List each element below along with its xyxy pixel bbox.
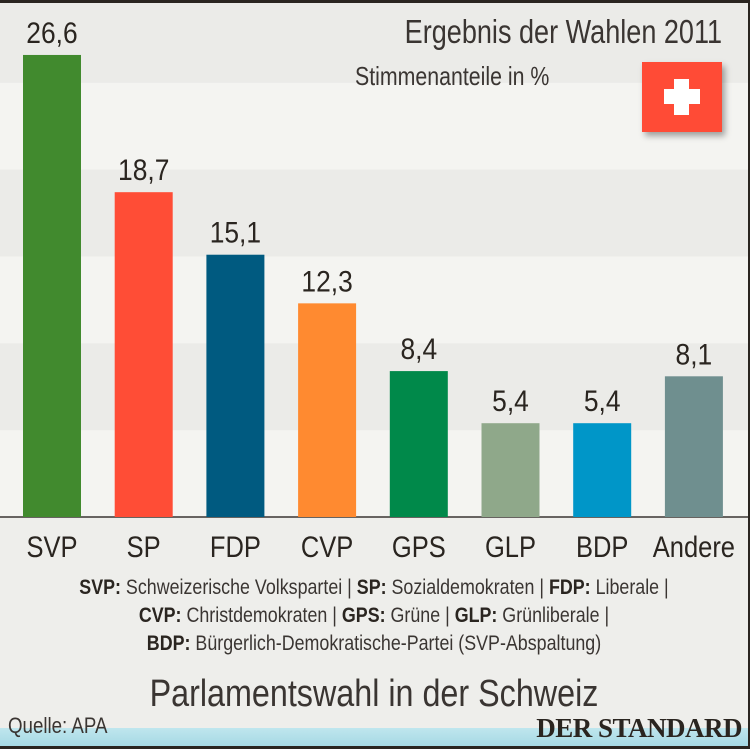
- legend-name: Grünliberale |: [502, 604, 610, 627]
- data-label: 18,7: [118, 153, 169, 187]
- legend-name: Sozialdemokraten |: [391, 576, 544, 599]
- grid-band: [0, 430, 748, 517]
- bar-gps: [389, 371, 448, 517]
- legend-name: Bürgerlich-Demokratische-Partei (SVP-Abs…: [195, 632, 602, 655]
- legend-name: Schweizerische Volkspartei |: [125, 576, 352, 599]
- chart-frame: 26,6 SVP 18,7 SP 15,1 FDP 12,3 CVP 8,4 GPS 5,4 GLP 5…: [0, 3, 748, 746]
- bar-cvp: [298, 303, 357, 517]
- publisher-logo: DER STANDARD: [536, 713, 742, 743]
- x-tick-label: GLP: [485, 530, 536, 563]
- bar-chart: 26,6 SVP 18,7 SP 15,1 FDP 12,3 CVP 8,4 GPS 5,4 GLP 5…: [0, 3, 748, 563]
- legend-abbr: CVP:: [138, 604, 182, 627]
- x-tick-label: SVP: [26, 530, 77, 563]
- legend-abbr: SVP:: [79, 576, 121, 599]
- legend-line: SVP: Schweizerische Volkspartei | SP: So…: [56, 574, 692, 602]
- data-label: 5,4: [492, 384, 529, 418]
- source-note: Quelle: APA: [8, 713, 108, 738]
- data-label: 5,4: [584, 384, 621, 418]
- x-tick-label: GPS: [392, 530, 446, 563]
- data-label: 26,6: [26, 15, 77, 49]
- x-tick-label: SP: [127, 530, 161, 563]
- bar-andere: [664, 376, 723, 517]
- footer-band: [0, 728, 748, 746]
- data-label: 8,1: [676, 337, 713, 371]
- grid-band: [0, 256, 748, 344]
- footer-title: Parlamentswahl in der Schweiz: [149, 673, 599, 715]
- bar-fdp: [206, 254, 265, 517]
- grid-band: [0, 169, 748, 257]
- legend-abbr: GPS:: [341, 604, 386, 627]
- legend-line: BDP: Bürgerlich-Demokratische-Partei (SV…: [56, 630, 692, 658]
- legend-abbr: GLP:: [454, 604, 498, 627]
- legend-name: Liberale |: [595, 576, 669, 599]
- x-tick-label: FDP: [210, 530, 261, 563]
- bar-svp: [23, 54, 81, 517]
- grid-band: [0, 82, 748, 170]
- data-label: 8,4: [400, 331, 437, 365]
- grid-band: [0, 3, 748, 83]
- party-legend: SVP: Schweizerische Volkspartei | SP: So…: [0, 574, 748, 658]
- data-label: 15,1: [210, 215, 261, 249]
- bar-glp: [481, 423, 540, 517]
- swiss-flag-icon: [642, 62, 722, 132]
- chart-title: Ergebnis der Wahlen 2011: [404, 13, 722, 50]
- legend-name: Christdemokraten |: [186, 604, 337, 627]
- chart-subtitle: Stimmenanteile in %: [355, 61, 550, 91]
- x-tick-label: BDP: [576, 530, 628, 563]
- legend-abbr: FDP:: [548, 576, 591, 599]
- x-tick-label: Andere: [653, 530, 735, 563]
- legend-abbr: BDP:: [146, 632, 191, 655]
- legend-name: Grüne |: [390, 604, 450, 627]
- x-tick-label: CVP: [301, 530, 353, 563]
- legend-abbr: SP:: [356, 576, 387, 599]
- data-label: 12,3: [301, 264, 352, 298]
- grid-band: [0, 343, 748, 431]
- bar-bdp: [573, 423, 632, 517]
- legend-line: CVP: Christdemokraten | GPS: Grüne | GLP…: [56, 602, 692, 630]
- bar-sp: [114, 192, 173, 517]
